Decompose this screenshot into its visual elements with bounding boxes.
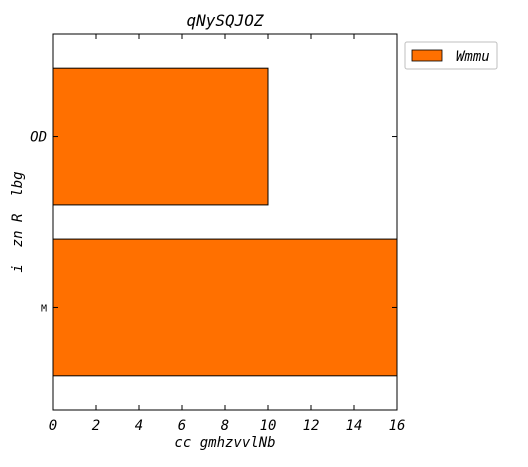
legend-label-wmmu: Wmmu [456, 49, 490, 65]
x-tick-label: 12 [303, 418, 320, 434]
legend: Wmmu [404, 41, 498, 70]
x-tick-label: 2 [92, 418, 100, 434]
x-axis-ticks: 0 2 4 6 8 10 12 14 16 [49, 34, 406, 434]
y-axis-ticks: OD M [30, 130, 397, 314]
bar-od [52, 67, 269, 206]
y-tick-label-m: M [41, 303, 47, 314]
x-tick-label: 6 [178, 418, 186, 434]
bars-layer [52, 67, 398, 377]
bar-m [52, 238, 398, 377]
x-axis-label: cc gmhzvvlNb [174, 435, 275, 451]
y-axis-label: i zn R lbg [10, 171, 26, 272]
legend-swatch [411, 49, 443, 62]
legend-box [404, 41, 498, 70]
x-tick-label: 0 [49, 418, 57, 434]
x-tick-label: 4 [135, 418, 143, 434]
chart-title: qNySQJOZ [186, 11, 263, 30]
x-tick-label: 16 [389, 418, 406, 434]
x-tick-label: 10 [260, 418, 277, 434]
x-tick-label: 8 [221, 418, 229, 434]
y-tick-label-od: OD [30, 130, 47, 146]
x-tick-label: 14 [346, 418, 363, 434]
